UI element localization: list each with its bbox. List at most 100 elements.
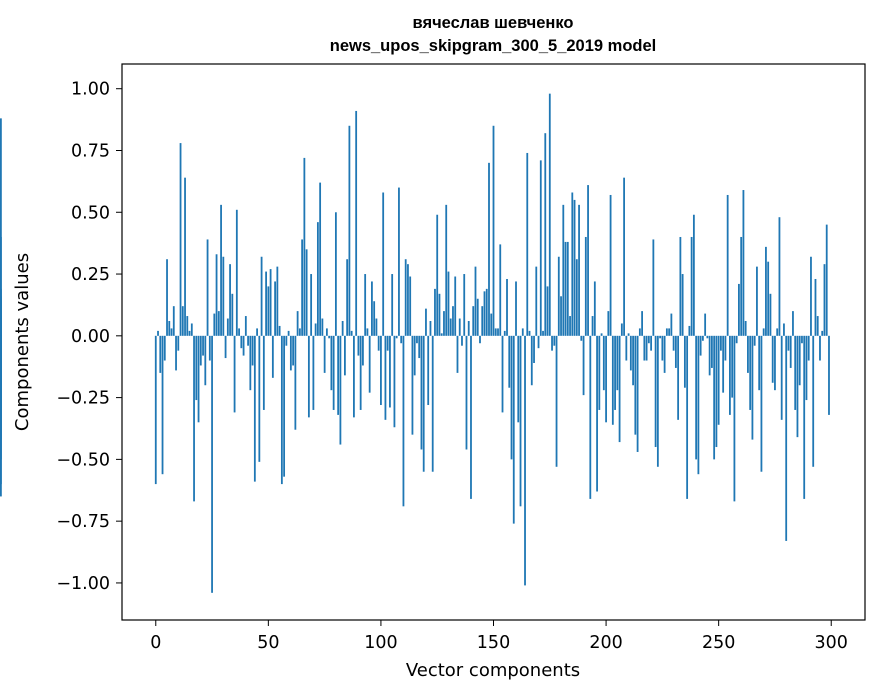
bar — [499, 244, 502, 336]
bar — [771, 335, 774, 383]
bar — [188, 330, 191, 336]
bar — [765, 246, 767, 336]
bar — [627, 333, 630, 336]
bar — [774, 335, 776, 391]
bar — [749, 335, 752, 410]
bar — [521, 328, 524, 336]
bar — [560, 296, 562, 336]
bar — [274, 281, 276, 336]
bar — [377, 335, 380, 351]
bar — [589, 335, 592, 499]
bar — [472, 306, 475, 336]
bar — [195, 335, 198, 401]
bar — [501, 335, 504, 413]
bar — [544, 133, 547, 336]
bar — [224, 335, 227, 359]
bar — [312, 335, 315, 410]
bar — [357, 335, 360, 356]
bar — [238, 328, 240, 336]
bar — [744, 321, 747, 336]
bar — [582, 335, 585, 396]
bar — [803, 335, 806, 499]
bar — [328, 335, 331, 339]
bar — [805, 335, 808, 401]
bar — [362, 335, 364, 366]
bar — [497, 328, 499, 336]
bar — [706, 335, 709, 339]
bar — [488, 162, 490, 336]
bar — [256, 328, 258, 336]
bar — [175, 335, 177, 371]
bar — [708, 335, 711, 376]
bar — [166, 259, 168, 336]
chart-title: вячеслав шевченко — [413, 14, 574, 32]
bar — [375, 318, 378, 336]
bar — [373, 301, 376, 336]
bar — [618, 335, 621, 443]
bar — [553, 335, 556, 346]
bar — [344, 335, 346, 376]
bar — [720, 335, 722, 351]
bar — [242, 335, 245, 356]
bar — [753, 335, 756, 346]
bar — [625, 335, 628, 361]
bar — [571, 192, 574, 336]
bar — [596, 335, 598, 492]
bar — [283, 335, 286, 477]
bar — [0, 318, 2, 336]
bar — [699, 335, 702, 356]
bar — [265, 271, 267, 336]
bar — [724, 335, 727, 361]
bar — [670, 313, 673, 336]
bar — [226, 318, 229, 336]
bar — [247, 335, 249, 346]
bar — [751, 335, 754, 440]
bar — [690, 236, 693, 336]
y-axis: −1.00 −0.75 −0.50 −0.25 0.00 0.25 0.50 0.75 1.00 — [56, 80, 122, 594]
bar — [332, 335, 335, 410]
bar — [528, 330, 531, 336]
bar — [490, 313, 493, 336]
bar — [762, 328, 765, 336]
bar — [409, 276, 412, 336]
y-tick-label: −0.75 — [56, 512, 110, 532]
bar — [341, 321, 344, 336]
bar — [229, 264, 231, 336]
bar — [220, 204, 222, 336]
bar — [593, 281, 596, 336]
bar — [566, 241, 569, 336]
bar — [609, 194, 612, 336]
bar — [476, 298, 479, 336]
bar — [789, 335, 792, 368]
bar — [359, 335, 362, 410]
bar — [463, 274, 466, 336]
bar — [801, 335, 803, 344]
bar — [548, 93, 551, 336]
bar — [614, 335, 616, 410]
bar — [562, 204, 565, 336]
bar — [305, 249, 308, 336]
bar — [650, 335, 653, 351]
bar — [517, 335, 520, 423]
bar — [611, 335, 614, 425]
bar — [794, 335, 797, 410]
bar — [163, 335, 166, 361]
y-tick-label: 1.00 — [71, 80, 110, 100]
bar — [695, 335, 698, 460]
bar — [492, 125, 495, 336]
bar — [533, 335, 535, 363]
bar — [747, 335, 749, 373]
bar — [217, 311, 220, 336]
bar — [339, 335, 342, 445]
bar — [303, 157, 306, 336]
bar — [249, 335, 252, 391]
bar — [323, 335, 326, 373]
bar — [688, 325, 691, 336]
bar — [294, 335, 297, 430]
bar — [449, 318, 452, 336]
bar — [602, 335, 605, 391]
bar — [431, 335, 434, 472]
bar — [244, 316, 247, 336]
bar — [461, 335, 463, 346]
bar — [398, 187, 400, 336]
